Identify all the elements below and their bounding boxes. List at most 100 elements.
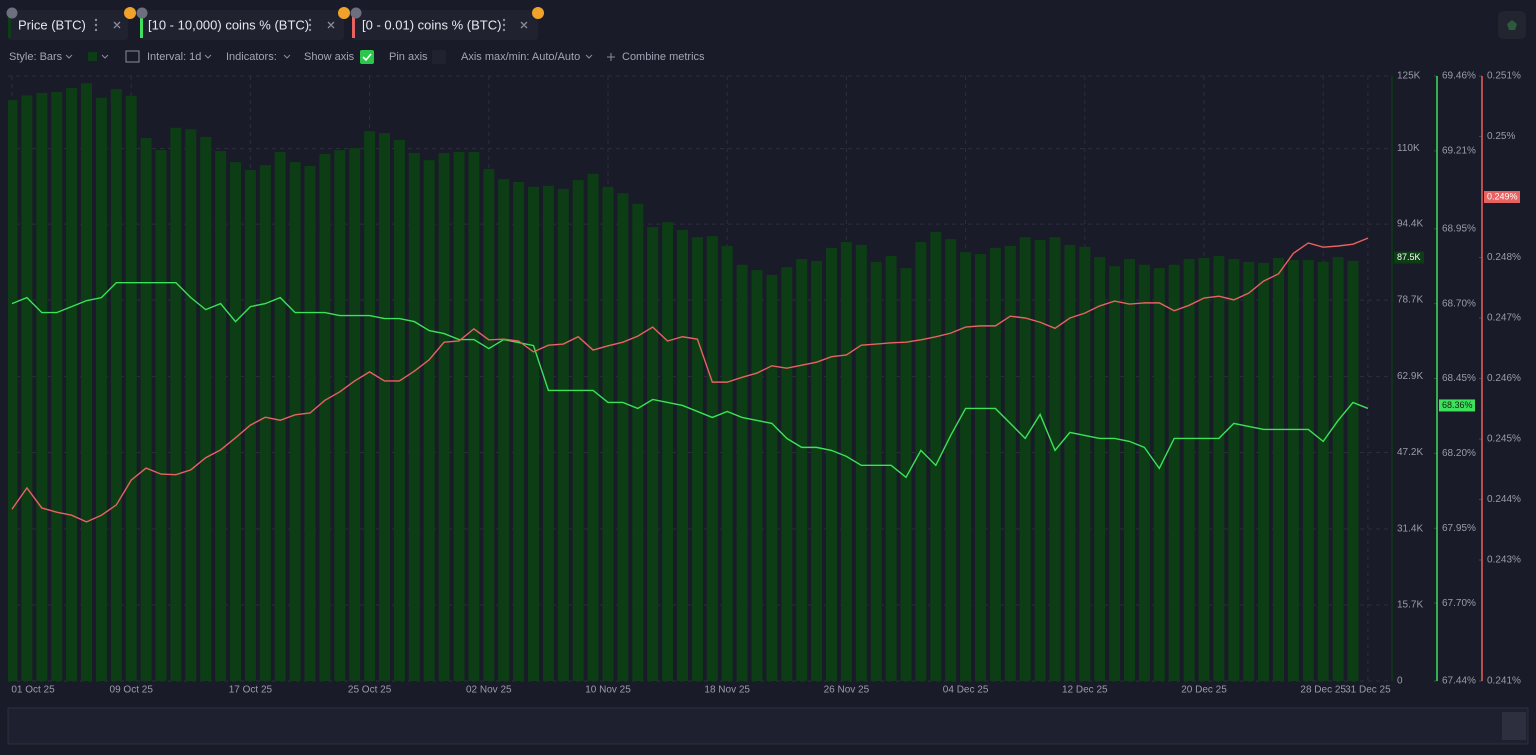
pin-axis-label[interactable]: Pin axis (389, 51, 428, 63)
bar (274, 151, 286, 681)
y-tick-label: 31.4K (1397, 524, 1423, 535)
bar (453, 151, 465, 681)
tab[interactable] (8, 10, 128, 40)
navigator-handle[interactable] (1502, 712, 1526, 740)
bar (975, 254, 986, 681)
axis-minmax-menu[interactable]: Axis max/min: Auto/Auto (461, 51, 580, 63)
bar (900, 268, 912, 681)
y-tick-label: 68.70% (1442, 298, 1476, 309)
color-swatch[interactable] (88, 52, 97, 61)
bar (1287, 259, 1299, 681)
bar (1198, 257, 1210, 681)
bar (215, 151, 227, 681)
y-tick-label: 68.20% (1442, 448, 1476, 459)
bar (155, 150, 167, 681)
bar (1034, 240, 1046, 681)
icon (125, 50, 140, 63)
bar (349, 148, 361, 681)
bar (81, 83, 92, 681)
icon (1507, 20, 1517, 30)
bar (36, 92, 48, 681)
bar (1049, 237, 1061, 681)
tab[interactable] (352, 10, 538, 40)
style-menu[interactable]: Style: Bars (9, 51, 63, 63)
bar (617, 193, 629, 681)
y-tick-label: 69.46% (1442, 71, 1476, 82)
bar (870, 261, 882, 681)
y-tick-label: 62.9K (1397, 371, 1423, 382)
x-tick-label: 26 Nov 25 (824, 685, 870, 696)
bar (647, 227, 659, 681)
close-icons[interactable] (113, 21, 528, 29)
combine-metrics[interactable]: Combine metrics (622, 51, 705, 63)
x-tick-label: 10 Nov 25 (585, 685, 631, 696)
bar (1213, 256, 1225, 681)
bar (602, 186, 614, 681)
y-tick-label: 0.25% (1487, 131, 1515, 142)
bar (140, 137, 152, 681)
toolbar: Style: Bars Interval: 1d Indicators: Sho… (9, 50, 705, 64)
checkbox[interactable] (432, 50, 446, 64)
bar (393, 139, 405, 681)
tab[interactable] (140, 10, 344, 40)
bar (110, 89, 122, 681)
bar (855, 244, 867, 681)
bar (304, 166, 316, 681)
bar (379, 133, 390, 681)
y-tick-label: 0.251% (1487, 71, 1521, 82)
tab-color (8, 14, 11, 38)
bar (915, 242, 927, 681)
last-value-label: 0.249% (1487, 191, 1518, 201)
checkbox[interactable] (360, 50, 374, 64)
y-tick-label: 0.247% (1487, 313, 1521, 324)
bar (1004, 245, 1016, 681)
bar (691, 237, 703, 681)
tab-color (352, 14, 355, 38)
y-tick-label: 78.7K (1397, 295, 1423, 306)
bar (1109, 266, 1121, 681)
show-axis-label[interactable]: Show axis (304, 51, 355, 63)
bar (334, 150, 346, 681)
bar (423, 160, 435, 681)
tabs: Price (BTC) [10 - 10,000) coins % (BTC) … (6, 7, 1526, 40)
y-tick-label: 69.21% (1442, 146, 1476, 157)
x-tick-label: 01 Oct 25 (11, 685, 55, 696)
indicators-menu[interactable]: Indicators: (226, 51, 277, 63)
bar (811, 260, 823, 681)
x-tick-label: 04 Dec 25 (943, 685, 989, 696)
bar (632, 203, 644, 681)
y-tick-label: 67.95% (1442, 523, 1476, 534)
check (362, 53, 372, 62)
bar (1138, 264, 1150, 681)
y-tick-label: 94.4K (1397, 219, 1423, 230)
bar (408, 152, 420, 681)
tab-label[interactable]: Price (BTC) (18, 17, 86, 32)
x-tick-label: 28 Dec 25 (1300, 685, 1346, 696)
bar (826, 247, 837, 681)
tab-color (140, 14, 143, 38)
navigator-frame[interactable] (7, 707, 1529, 745)
tab-label[interactable]: [10 - 10,000) coins % (BTC) (148, 17, 309, 32)
tab-label[interactable]: [0 - 0.01) coins % (BTC) (362, 17, 501, 32)
y-tick-label: 0 (1397, 676, 1403, 687)
y-tick-label: 0.245% (1487, 434, 1521, 445)
line (11, 237, 1369, 523)
bar (1124, 258, 1135, 681)
menu-icons[interactable] (94, 18, 506, 32)
bar (587, 173, 599, 681)
y-tick-label: 125K (1397, 71, 1421, 82)
bar (1228, 258, 1240, 681)
badges (6, 7, 544, 19)
icon (607, 53, 615, 61)
bar (51, 91, 63, 681)
bar (1079, 246, 1091, 681)
bar (289, 162, 301, 681)
bar (66, 88, 78, 681)
bar (200, 136, 212, 681)
y-tick-label: 0.248% (1487, 252, 1521, 263)
bar (572, 180, 584, 681)
x-tick-label: 31 Dec 25 (1345, 685, 1391, 696)
interval-menu[interactable]: Interval: 1d (147, 51, 201, 63)
bar (259, 165, 271, 681)
